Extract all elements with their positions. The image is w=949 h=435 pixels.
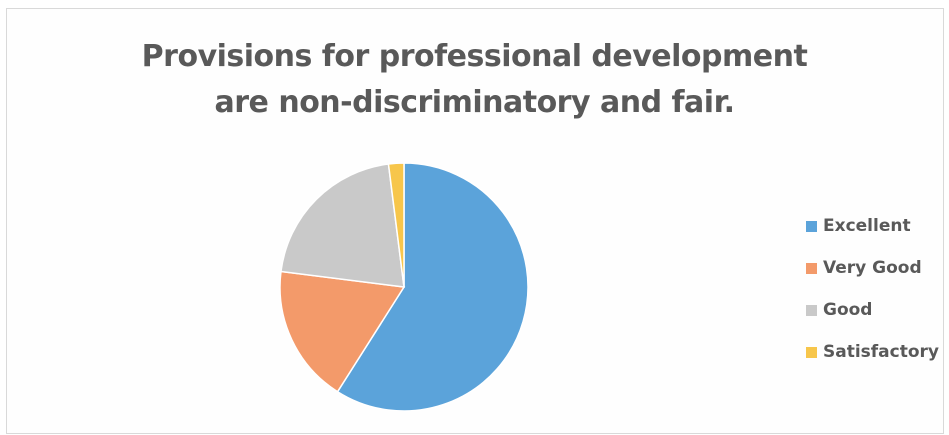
legend-label-satisfactory: Satisfactory (823, 342, 940, 362)
chart-title-line-2: are non-discriminatory and fair. (214, 85, 736, 120)
legend-label-very-good: Very Good (823, 258, 922, 278)
pie-slice-excellent (336, 162, 529, 412)
legend-item-good: Good (806, 296, 939, 324)
legend-swatch-good (806, 304, 817, 316)
legend-label-good: Good (823, 300, 873, 320)
legend-swatch-satisfactory (806, 346, 817, 358)
legend-swatch-excellent (806, 220, 817, 232)
legend-item-excellent: Excellent (806, 212, 939, 240)
legend-label-excellent: Excellent (823, 216, 911, 236)
chart-title: Provisions for professional development … (0, 34, 949, 126)
pie-slice-very-good (279, 270, 406, 393)
legend-item-very-good: Very Good (806, 254, 939, 282)
legend-swatch-very-good (806, 262, 817, 274)
chart-title-line-1: Provisions for professional development (141, 39, 808, 74)
pie-slice-satisfactory (387, 162, 405, 288)
chart-legend: Excellent Very Good Good Satisfactory (806, 212, 939, 380)
legend-item-satisfactory: Satisfactory (806, 338, 939, 366)
pie-slice-good (280, 163, 405, 288)
